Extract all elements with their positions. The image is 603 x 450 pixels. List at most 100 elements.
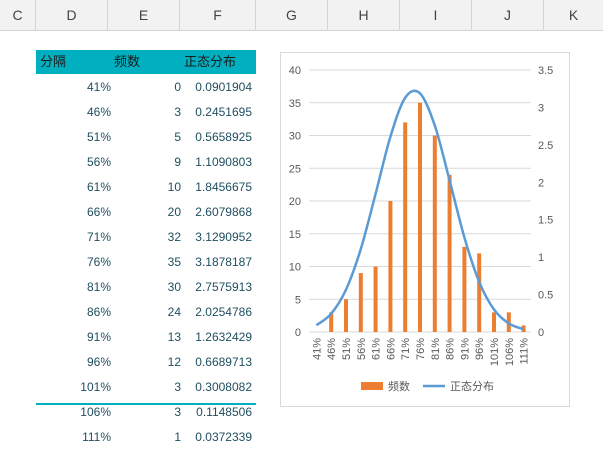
header-normal[interactable]: 正态分布 [184, 54, 237, 69]
cell-normal[interactable]: 2.6079868 [195, 205, 252, 219]
x-tick-label: 66% [385, 338, 397, 360]
x-tick-label: 71% [400, 338, 412, 360]
header-frequency[interactable]: 频数 [114, 54, 141, 69]
column-header-k[interactable]: K [568, 7, 579, 23]
column-header-g[interactable]: G [256, 0, 328, 30]
cell-interval[interactable]: 66% [86, 205, 111, 219]
column-header-i[interactable]: I [400, 0, 472, 30]
cell-interval[interactable]: 41% [86, 80, 111, 94]
table-row: 46% 3 0.2451695 [36, 100, 256, 125]
cell-normal[interactable]: 1.2632429 [195, 330, 252, 344]
column-header-d[interactable]: D [36, 0, 108, 30]
bar[interactable] [388, 201, 393, 332]
column-header-h[interactable]: H [328, 0, 400, 30]
y-tick-right: 3 [538, 102, 544, 114]
cell-interval[interactable]: 111% [82, 430, 111, 444]
cell-frequency[interactable]: 20 [167, 205, 181, 219]
legend-line-label[interactable]: 正态分布 [450, 380, 494, 393]
bar[interactable] [403, 122, 408, 333]
chart-frame[interactable]: 0 5 10 15 20 25 30 35 40 0 0.5 1 1.5 2 2.5 3 3.5 41% 46% 51… [280, 52, 570, 407]
table-header: 分隔 频数 正态分布 [36, 50, 256, 74]
cell-normal[interactable]: 0.0372339 [195, 430, 252, 444]
x-tick-label: 61% [371, 338, 383, 360]
y-tick-right: 1.5 [538, 215, 553, 227]
table-row: 91% 13 1.2632429 [36, 325, 256, 350]
y-tick-left: 10 [289, 262, 301, 274]
cell-normal[interactable]: 1.1090803 [195, 155, 252, 169]
table-row: 41% 0 0.0901904 [36, 75, 256, 100]
column-header-j[interactable]: J [472, 0, 544, 30]
bar[interactable] [358, 273, 363, 332]
bar[interactable] [432, 135, 437, 333]
table-row: 51% 5 0.5658925 [36, 125, 256, 150]
column-header-bar: C D E F G H I J K [0, 0, 603, 31]
cell-normal[interactable]: 1.8456675 [195, 180, 252, 194]
cell-interval[interactable]: 71% [86, 230, 111, 244]
y-tick-left: 40 [289, 65, 301, 77]
bar[interactable] [344, 299, 348, 332]
table-row: 66% 20 2.6079868 [36, 200, 256, 225]
column-header-c[interactable]: C [0, 0, 36, 30]
cell-normal[interactable]: 0.5658925 [195, 130, 252, 144]
cell-frequency[interactable]: 1 [174, 430, 181, 444]
y-tick-left: 0 [295, 327, 301, 339]
cell-interval[interactable]: 56% [86, 155, 111, 169]
cell-frequency[interactable]: 13 [167, 330, 181, 344]
cell-interval[interactable]: 61% [86, 180, 111, 194]
x-tick-label: 81% [430, 338, 442, 360]
cell-frequency[interactable]: 10 [167, 180, 181, 194]
x-tick-label: 46% [326, 338, 338, 360]
y-tick-right: 3.5 [538, 65, 553, 77]
x-tick-label: 56% [356, 338, 368, 360]
legend-bar-label[interactable]: 频数 [388, 379, 410, 393]
cell-interval[interactable]: 76% [86, 255, 111, 269]
cell-normal[interactable]: 2.7575913 [195, 280, 252, 294]
cell-interval[interactable]: 91% [86, 330, 111, 344]
cell-interval[interactable]: 46% [86, 105, 111, 119]
cell-normal[interactable]: 0.6689713 [195, 355, 252, 369]
header-interval[interactable]: 分隔 [40, 54, 67, 69]
y-tick-left: 35 [289, 98, 301, 110]
bar[interactable] [462, 246, 467, 332]
cell-frequency[interactable]: 35 [167, 255, 181, 269]
cell-normal[interactable]: 3.1290952 [195, 230, 252, 244]
cell-interval[interactable]: 101% [80, 380, 111, 394]
bar[interactable] [418, 102, 422, 332]
cell-frequency[interactable]: 12 [167, 355, 181, 369]
bar[interactable] [477, 253, 482, 332]
bar[interactable] [329, 312, 334, 332]
x-tick-label: 106% [504, 338, 516, 366]
cell-interval[interactable]: 81% [86, 280, 111, 294]
cell-interval[interactable]: 86% [86, 305, 111, 319]
x-tick-label: 51% [341, 338, 353, 360]
cell-normal[interactable]: 0.0901904 [195, 80, 252, 94]
cell-frequency[interactable]: 32 [167, 230, 181, 244]
cell-normal[interactable]: 2.0254786 [195, 305, 252, 319]
bar[interactable] [373, 266, 378, 333]
cell-frequency[interactable]: 3 [174, 105, 181, 119]
cell-interval[interactable]: 106% [80, 405, 111, 419]
cell-normal[interactable]: 0.3008082 [195, 380, 252, 394]
cell-frequency[interactable]: 3 [174, 380, 181, 394]
cell-normal[interactable]: 3.1878187 [195, 255, 252, 269]
normal-distribution-line[interactable] [315, 89, 525, 331]
column-header-e[interactable]: E [108, 0, 180, 30]
cell-frequency[interactable]: 5 [174, 130, 181, 144]
cell-frequency[interactable]: 24 [167, 305, 181, 319]
cell-frequency[interactable]: 0 [174, 80, 181, 94]
cell-interval[interactable]: 96% [86, 355, 111, 369]
cell-normal[interactable]: 0.2451695 [195, 105, 252, 119]
cell-frequency[interactable]: 3 [174, 405, 181, 419]
cell-interval[interactable]: 51% [86, 130, 111, 144]
cell-frequency[interactable]: 9 [174, 155, 181, 169]
table-row: 106% 3 0.1148506 [36, 400, 256, 425]
bar[interactable] [447, 174, 452, 332]
x-tick-label: 86% [445, 338, 457, 360]
column-header-f[interactable]: F [180, 0, 256, 30]
x-tick-label: 91% [459, 338, 471, 360]
y-tick-left: 5 [295, 294, 301, 306]
cell-normal[interactable]: 0.1148506 [196, 405, 252, 419]
cell-frequency[interactable]: 30 [167, 280, 181, 294]
bar[interactable] [492, 312, 496, 332]
y-tick-right: 2 [538, 177, 544, 189]
